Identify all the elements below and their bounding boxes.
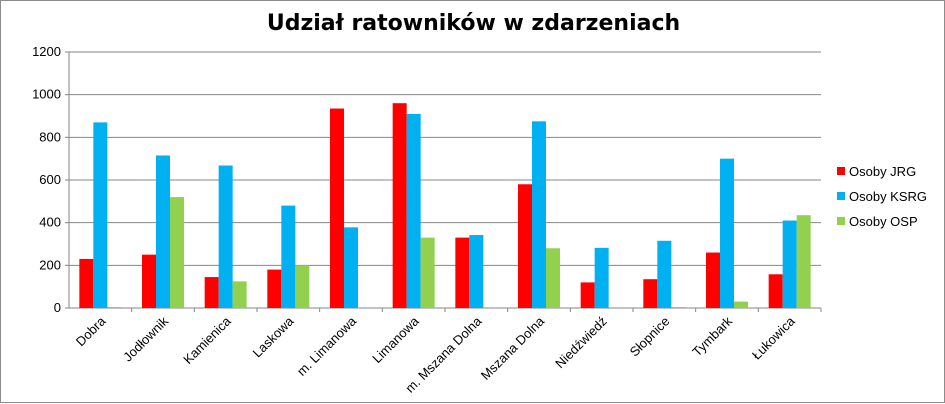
bar-jrg — [643, 279, 658, 308]
bar-ksrg — [281, 205, 296, 308]
x-category-label: Limanowa — [369, 313, 422, 366]
x-category-label: Kamienica — [180, 313, 234, 367]
x-category-label: Tymbark — [689, 313, 735, 359]
bar-jrg — [706, 252, 720, 308]
bar-jrg — [142, 254, 156, 308]
bar-ksrg — [406, 113, 421, 308]
y-tick-label: 600 — [39, 172, 61, 187]
bar-ksrg — [657, 240, 672, 308]
legend-swatch — [837, 167, 845, 175]
x-category-label: Łukowica — [749, 313, 798, 362]
bar-osp — [671, 307, 686, 308]
bar-jrg — [455, 237, 470, 308]
legend-label: Osoby KSRG — [849, 189, 928, 204]
bar-jrg — [518, 184, 532, 308]
bar-osp — [170, 197, 184, 308]
y-tick-label: 800 — [39, 129, 61, 144]
x-category-label: m. Limanowa — [294, 313, 360, 379]
y-tick-label: 1000 — [32, 87, 61, 102]
y-tick-label: 1200 — [32, 44, 61, 59]
bar-osp — [796, 215, 811, 308]
bar-ksrg — [720, 158, 734, 308]
bar-jrg — [330, 108, 344, 309]
y-tick-label: 200 — [39, 257, 61, 272]
legend-label: Osoby JRG — [849, 164, 917, 179]
bar-ksrg — [344, 227, 358, 308]
bar-osp — [734, 301, 748, 308]
x-category-label: Dobra — [73, 313, 109, 349]
bar-jrg — [267, 269, 282, 308]
x-category-label: Mszana Dolna — [478, 313, 548, 383]
bar-jrg — [204, 277, 219, 308]
legend-swatch — [837, 192, 845, 200]
legend-label: Osoby OSP — [849, 214, 918, 229]
x-category-label: Niedźwiedź — [552, 314, 610, 372]
bar-ksrg — [532, 121, 546, 308]
x-category-label: Słopnice — [627, 314, 673, 360]
bar-jrg — [79, 258, 94, 308]
bar-ksrg — [782, 220, 797, 308]
bar-jrg — [392, 103, 407, 308]
bar-ksrg — [594, 247, 609, 308]
y-tick-label: 0 — [54, 300, 61, 315]
bar-ksrg — [93, 122, 108, 309]
chart-title: Udział ratowników w zdarzeniach — [266, 11, 681, 36]
legend-swatch — [837, 217, 845, 225]
bar-ksrg — [218, 165, 233, 308]
bar-osp — [107, 307, 122, 308]
bar-osp — [420, 237, 435, 308]
y-tick-label: 400 — [39, 215, 61, 230]
bar-ksrg — [156, 155, 170, 308]
bar-ksrg — [469, 235, 484, 308]
bar-jrg — [768, 274, 783, 308]
bar-osp — [232, 281, 247, 308]
bar-osp — [295, 265, 310, 308]
x-category-label: Jodłownik — [120, 313, 171, 364]
x-category-label: Laskowa — [250, 313, 297, 360]
bar-osp — [546, 248, 560, 308]
bar-jrg — [580, 282, 595, 308]
